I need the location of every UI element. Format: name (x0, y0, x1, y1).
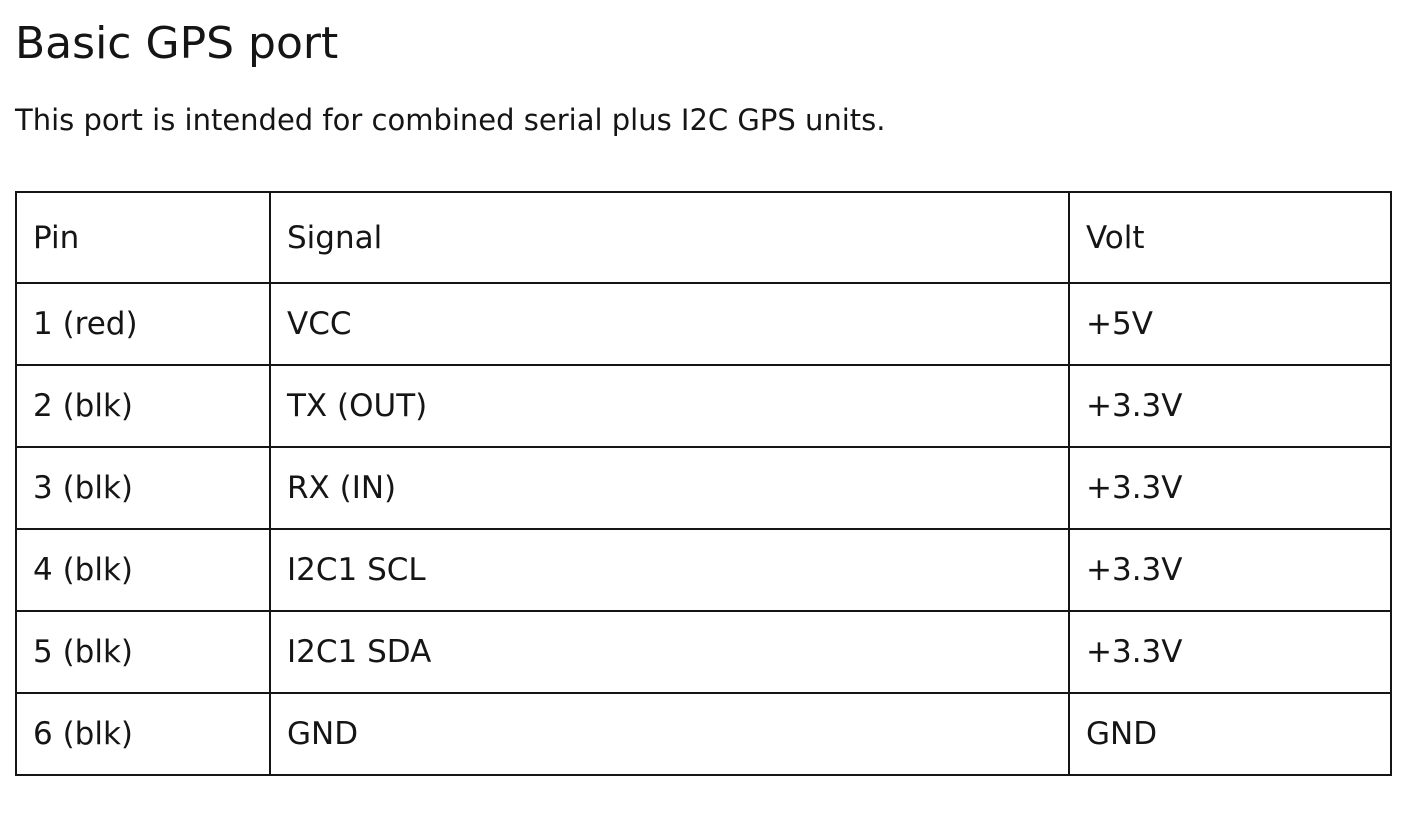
table-row: 4 (blk) I2C1 SCL +3.3V (15, 528, 1392, 612)
table-row: 6 (blk) GND GND (15, 692, 1392, 776)
table-row: 2 (blk) TX (OUT) +3.3V (15, 364, 1392, 448)
cell-signal: RX (IN) (269, 446, 1070, 530)
intro-paragraph: This port is intended for combined seria… (15, 103, 886, 137)
table-row: 3 (blk) RX (IN) +3.3V (15, 446, 1392, 530)
cell-pin: 5 (blk) (15, 610, 271, 694)
cell-pin: 2 (blk) (15, 364, 271, 448)
section-title: Basic GPS port (15, 18, 339, 69)
cell-signal: GND (269, 692, 1070, 776)
table-header-row: Pin Signal Volt (15, 191, 1392, 284)
cell-pin: 4 (blk) (15, 528, 271, 612)
table-row: 1 (red) VCC +5V (15, 282, 1392, 366)
cell-signal: I2C1 SDA (269, 610, 1070, 694)
cell-signal: VCC (269, 282, 1070, 366)
cell-volt: +3.3V (1068, 364, 1392, 448)
cell-pin: 1 (red) (15, 282, 271, 366)
cell-pin: 3 (blk) (15, 446, 271, 530)
header-pin: Pin (15, 191, 271, 284)
cell-signal: I2C1 SCL (269, 528, 1070, 612)
cell-pin: 6 (blk) (15, 692, 271, 776)
header-volt: Volt (1068, 191, 1392, 284)
cell-signal: TX (OUT) (269, 364, 1070, 448)
table-row: 5 (blk) I2C1 SDA +3.3V (15, 610, 1392, 694)
cell-volt: +3.3V (1068, 446, 1392, 530)
cell-volt: +5V (1068, 282, 1392, 366)
header-signal: Signal (269, 191, 1070, 284)
cell-volt: +3.3V (1068, 610, 1392, 694)
cell-volt: GND (1068, 692, 1392, 776)
pinout-table: Pin Signal Volt 1 (red) VCC +5V 2 (blk) … (15, 191, 1392, 776)
cell-volt: +3.3V (1068, 528, 1392, 612)
